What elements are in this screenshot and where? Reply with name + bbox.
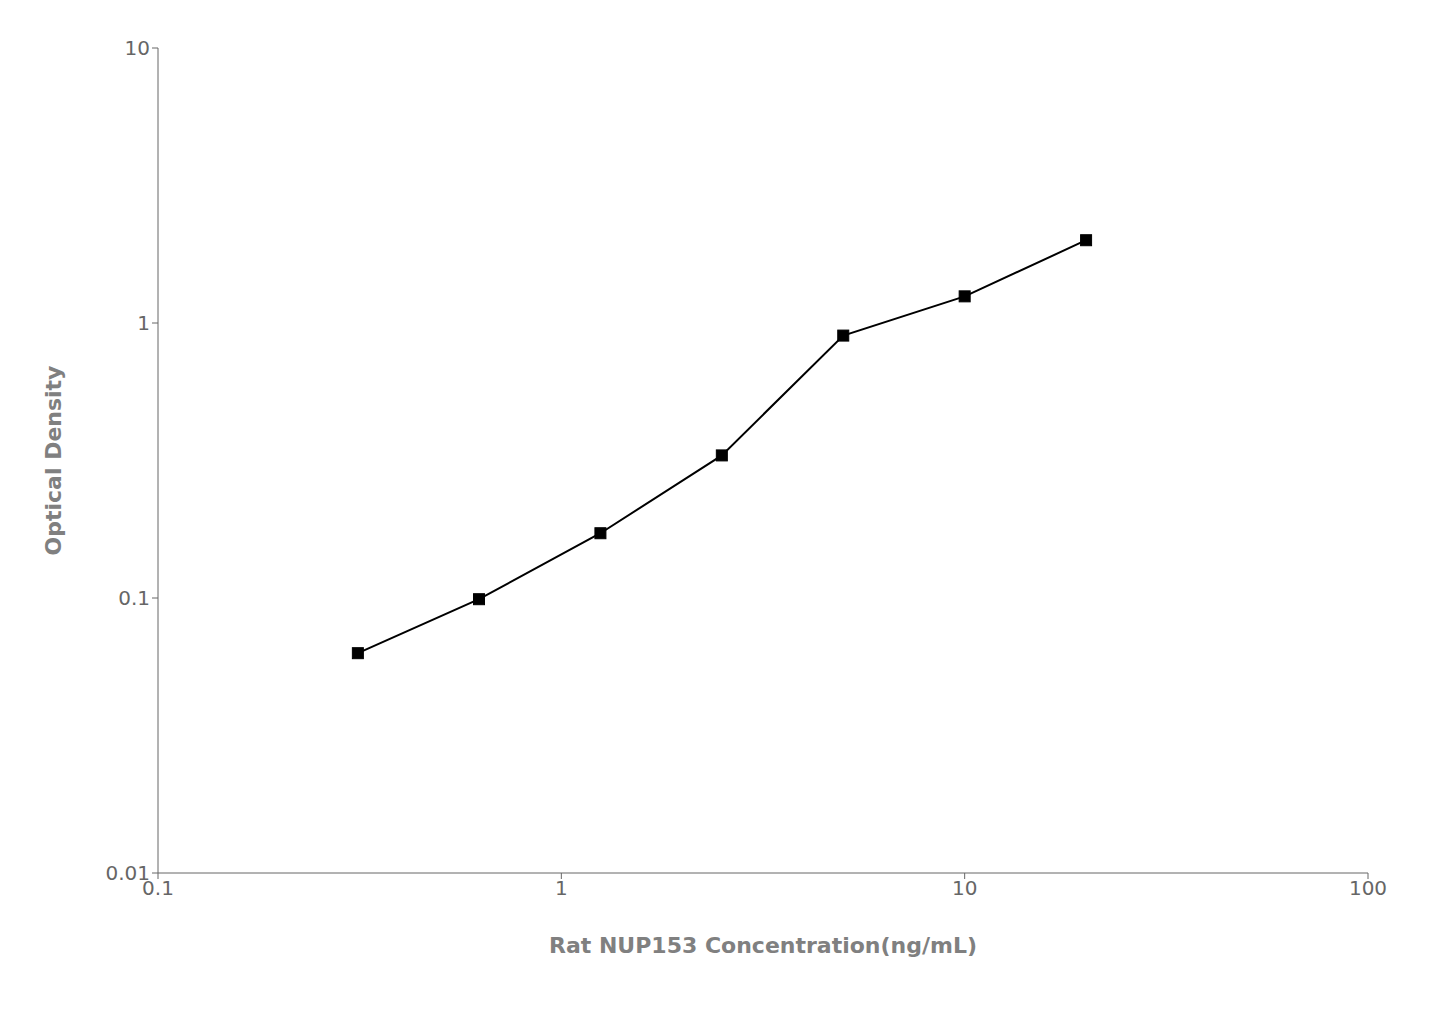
- svg-text:Optical Density: Optical Density: [41, 366, 66, 556]
- svg-text:0.1: 0.1: [118, 586, 150, 610]
- svg-text:1: 1: [137, 311, 150, 335]
- svg-text:10: 10: [125, 36, 150, 60]
- svg-text:100: 100: [1349, 876, 1387, 900]
- svg-text:10: 10: [952, 876, 977, 900]
- svg-text:0.1: 0.1: [142, 876, 174, 901]
- svg-text:Rat NUP153 Concentration(ng/mL: Rat NUP153 Concentration(ng/mL): [549, 933, 977, 958]
- svg-text:1: 1: [555, 876, 568, 900]
- svg-text:0.01: 0.01: [105, 861, 150, 885]
